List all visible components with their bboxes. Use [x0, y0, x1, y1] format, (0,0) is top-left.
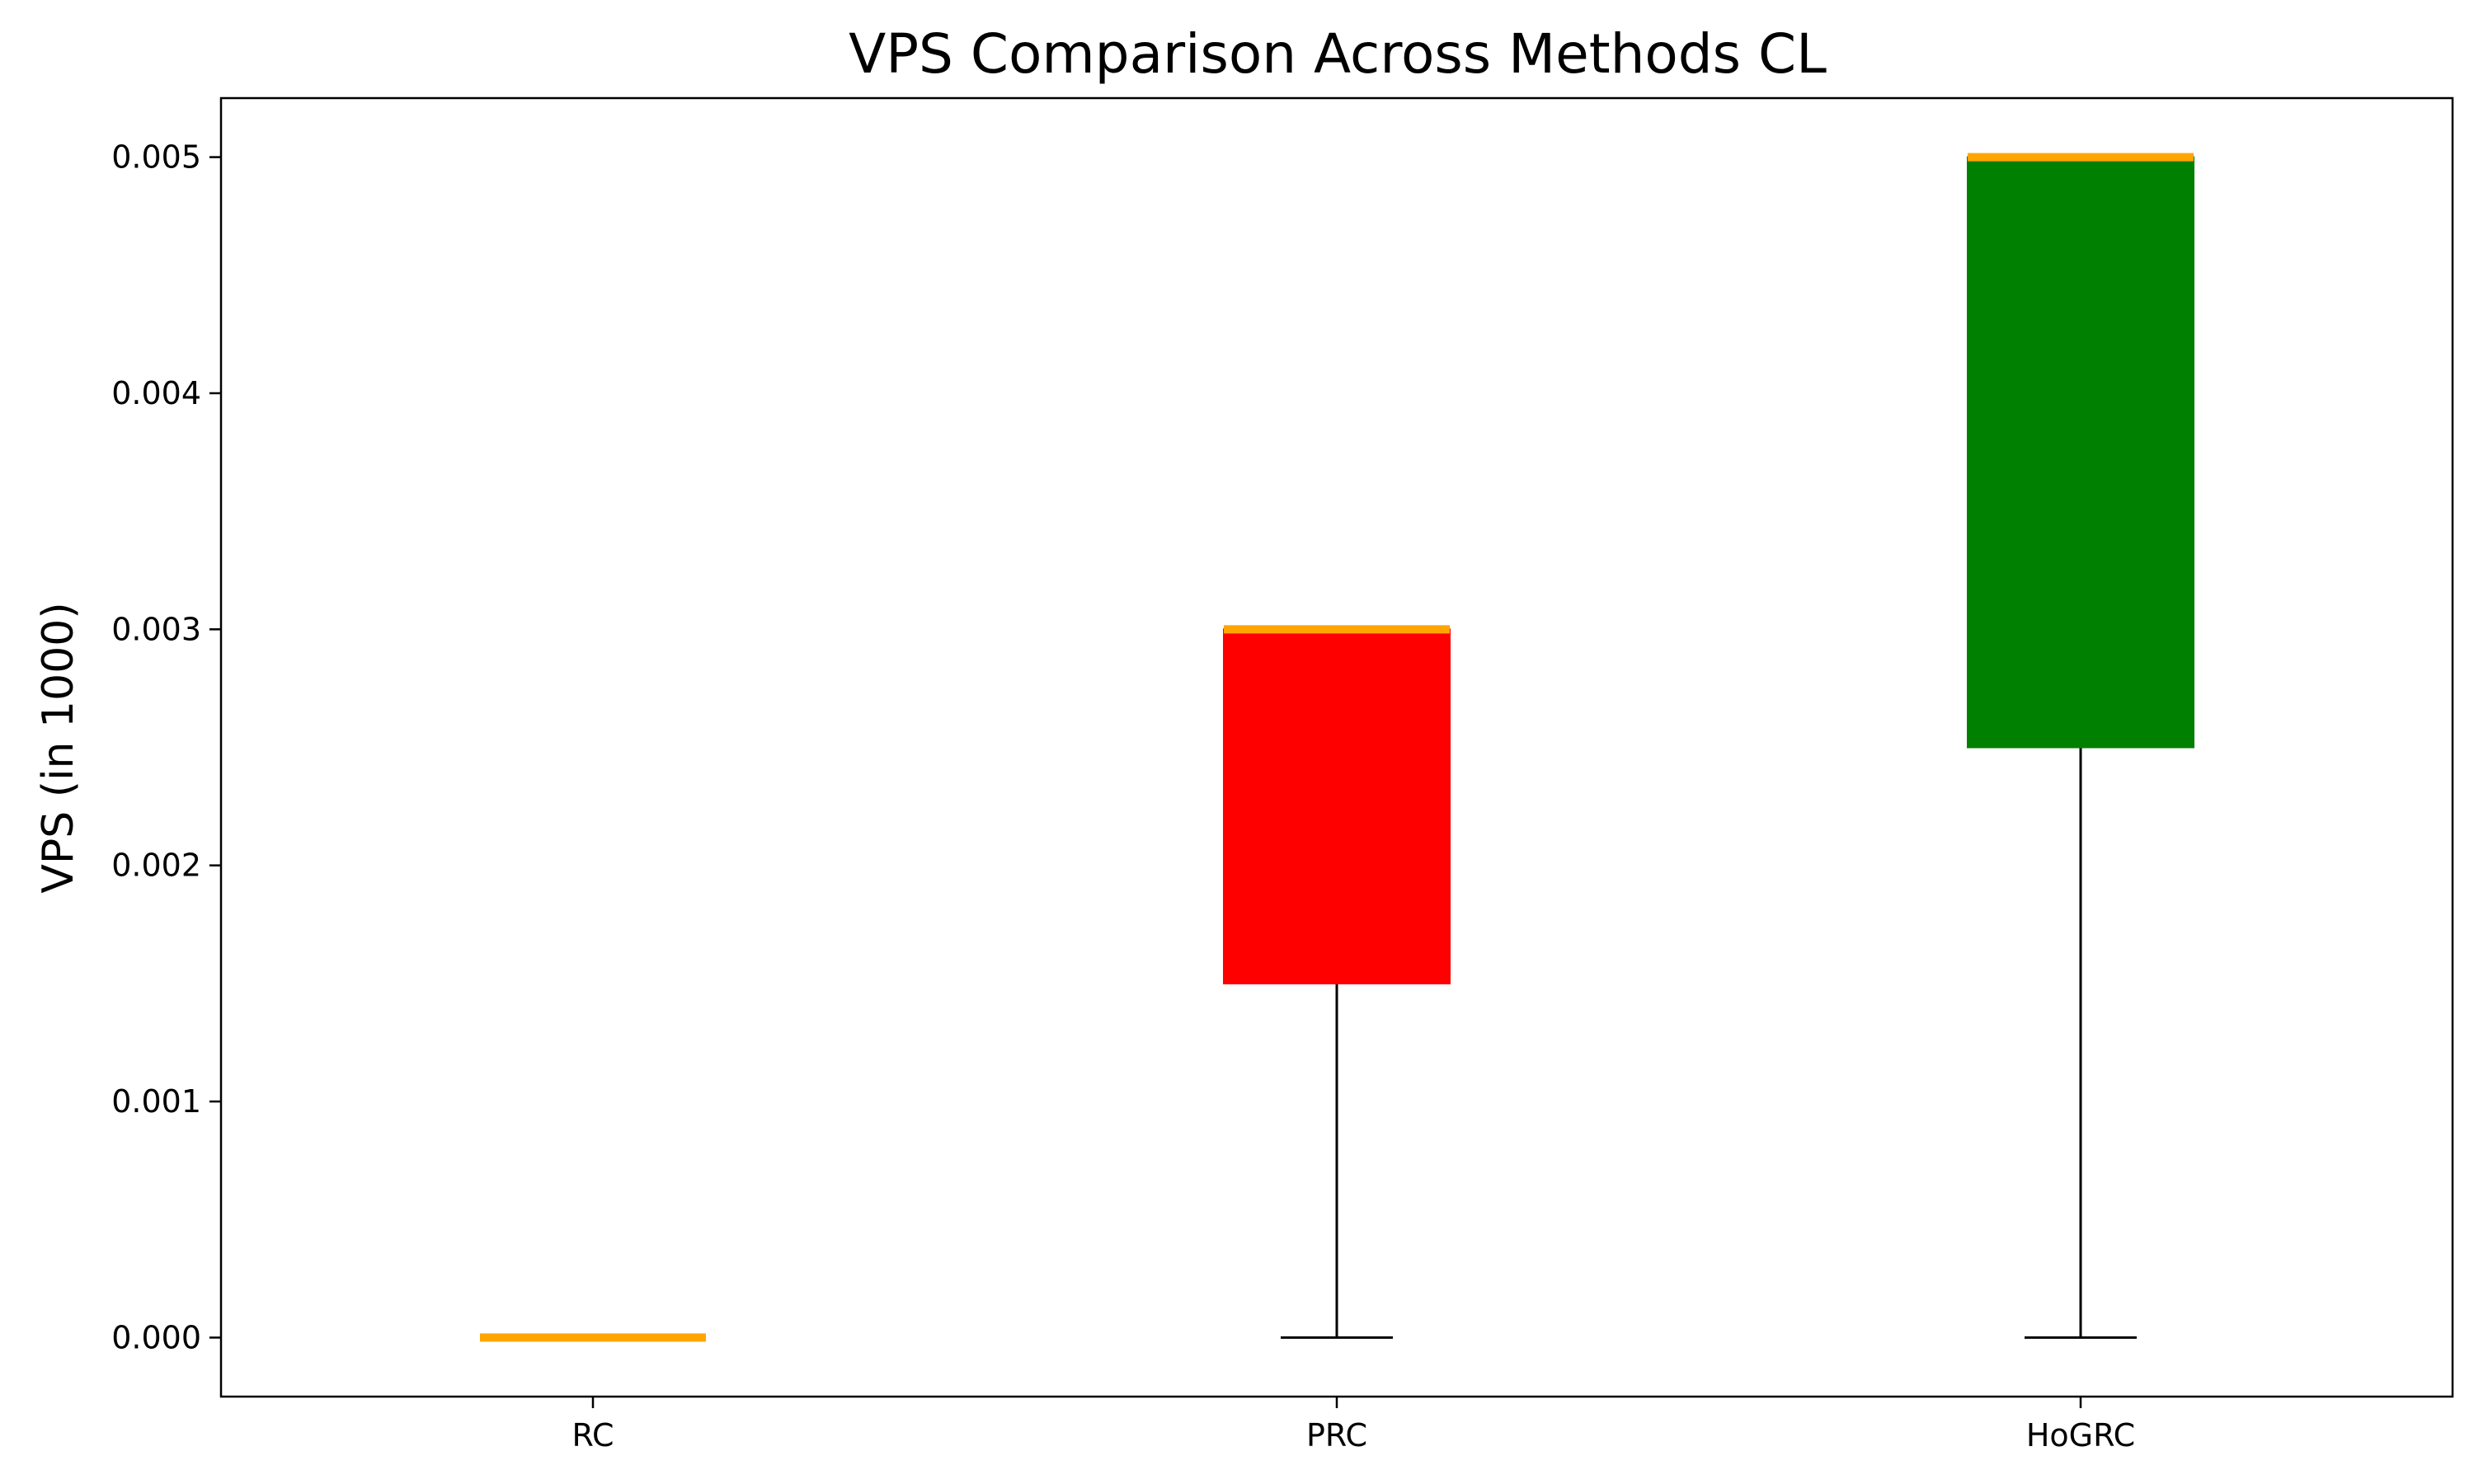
y-axis-label: VPS (in 1000)	[34, 602, 83, 893]
box-hogrc	[1967, 156, 2194, 749]
y-tick-label: 0.005	[111, 139, 201, 176]
box-prc	[1223, 628, 1451, 984]
y-tick-label: 0.001	[111, 1083, 201, 1120]
y-tick-label: 0.004	[111, 375, 201, 411]
chart-title: VPS Comparison Across Methods CL	[849, 22, 1827, 86]
x-tick-label: PRC	[1306, 1417, 1367, 1453]
x-tick-label: HoGRC	[2026, 1417, 2135, 1453]
y-tick-label: 0.003	[111, 611, 201, 647]
plot-area: 0.000 0.001 0.002 0.003 0.004 0.005 RC PRC HoGRC	[111, 96, 2454, 1453]
y-tick-label: 0.000	[111, 1319, 201, 1355]
axes-frame	[219, 96, 2454, 1398]
x-tick-label: RC	[571, 1417, 614, 1453]
y-tick-label: 0.002	[111, 848, 201, 884]
